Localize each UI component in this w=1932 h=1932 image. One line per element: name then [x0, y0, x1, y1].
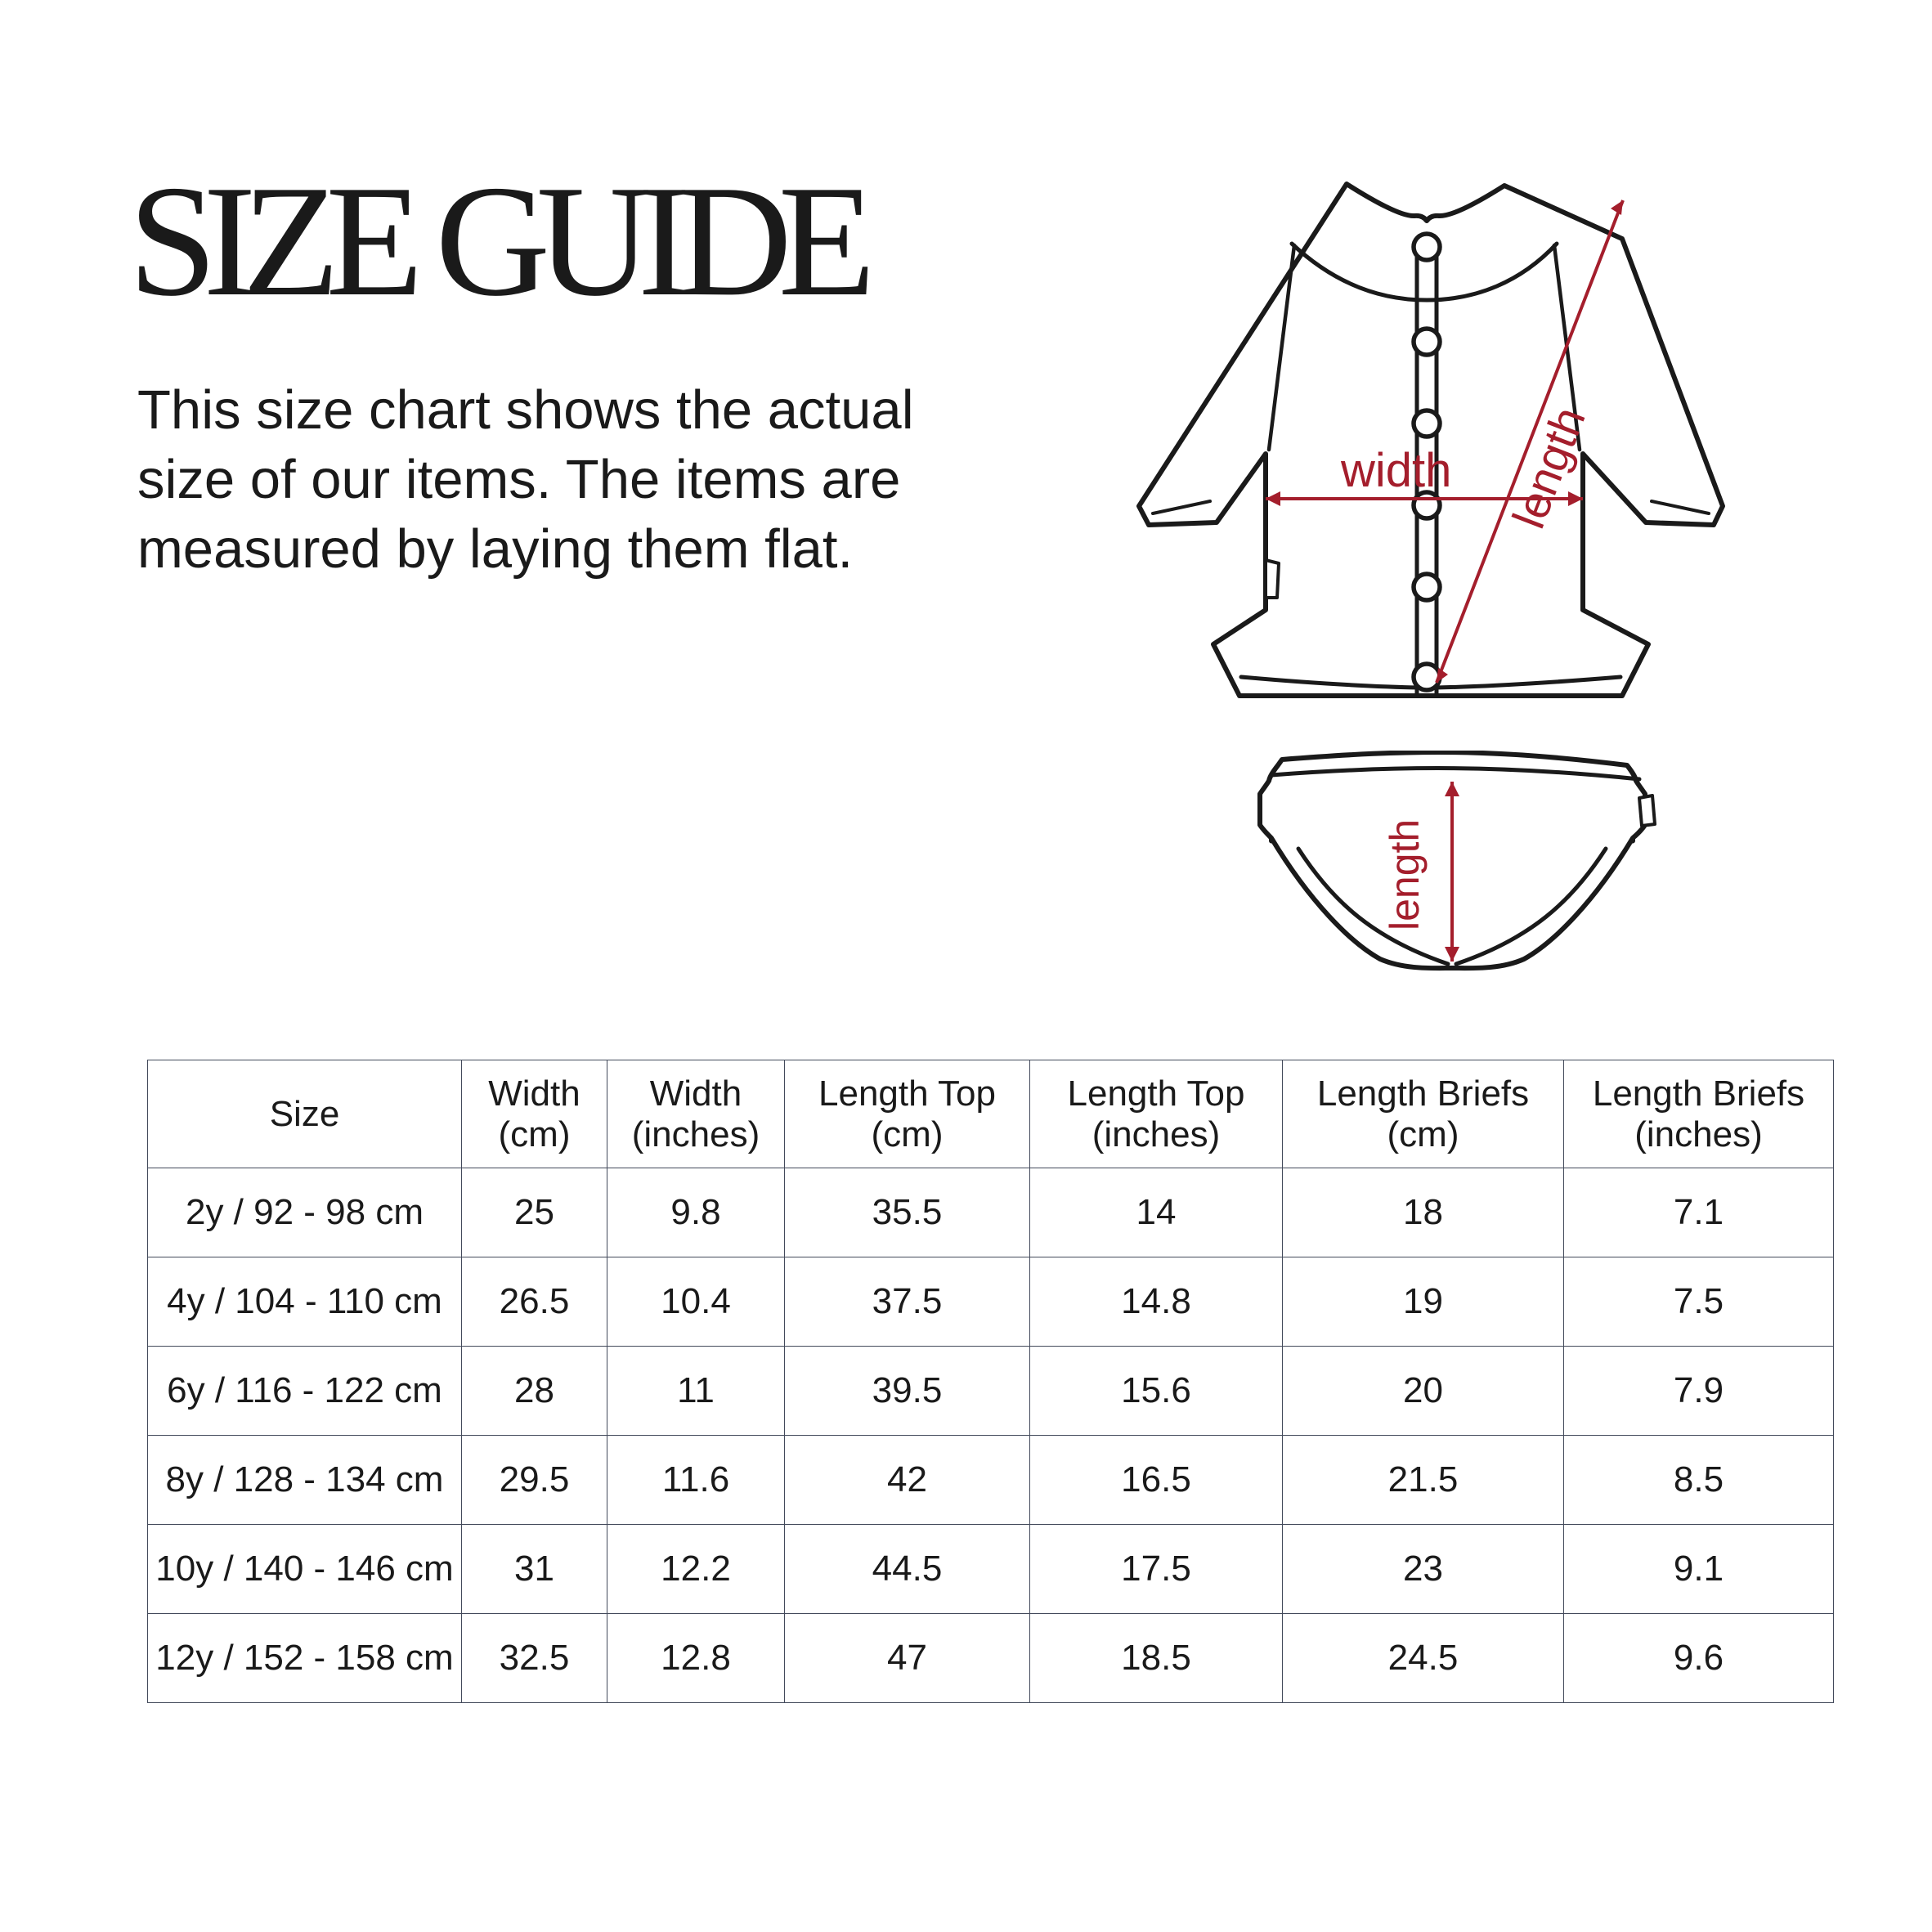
svg-text:width: width: [1340, 444, 1451, 497]
svg-text:length: length: [1382, 819, 1428, 930]
